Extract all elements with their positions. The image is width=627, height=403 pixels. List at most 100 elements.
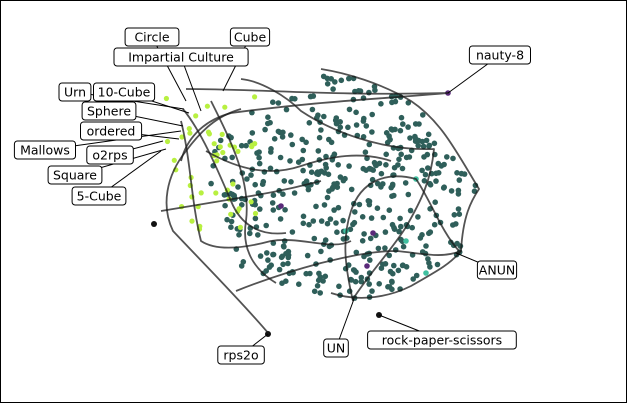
scatter-point-accent xyxy=(204,103,210,109)
scatter-point xyxy=(380,181,386,187)
scatter-point xyxy=(304,252,311,259)
scatter-point xyxy=(458,170,465,177)
scatter-point xyxy=(244,176,250,182)
scatter-point xyxy=(222,202,228,209)
scatter-point xyxy=(421,154,427,160)
scatter-point xyxy=(268,262,275,269)
scatter-point xyxy=(277,216,284,222)
scatter-point xyxy=(346,75,352,82)
label-text: rock-paper-scissors xyxy=(382,333,502,348)
trajectory-path xyxy=(160,180,322,212)
scatter-point xyxy=(310,93,317,99)
scatter-point-highlight xyxy=(423,270,429,276)
scatter-point xyxy=(353,109,359,116)
label-ordered: ordered xyxy=(80,121,143,141)
scatter-point xyxy=(397,127,404,134)
scatter-point xyxy=(324,194,331,201)
scatter-point xyxy=(391,164,398,171)
scatter-point xyxy=(396,228,402,235)
scatter-point xyxy=(317,290,324,296)
scatter-point xyxy=(325,171,332,178)
scatter-point xyxy=(422,171,429,178)
scatter-point xyxy=(248,172,254,178)
scatter-point xyxy=(306,120,313,126)
scatter-point xyxy=(366,198,373,205)
scatter-point xyxy=(264,250,270,256)
scatter-point xyxy=(403,154,410,161)
scatter-point-accent xyxy=(164,138,171,145)
label-text: ANUN xyxy=(479,263,515,278)
scatter-point xyxy=(268,149,274,155)
scatter-point xyxy=(269,200,276,206)
scatter-point xyxy=(321,113,327,120)
scatter-point xyxy=(337,124,344,131)
scatter-point xyxy=(403,264,410,270)
scatter-point xyxy=(300,213,307,220)
trajectory-path xyxy=(205,150,392,172)
scatter-point xyxy=(267,165,274,172)
scatter-point xyxy=(280,191,286,197)
scatter-point xyxy=(386,284,393,290)
scatter-point xyxy=(433,178,439,184)
scatter-point xyxy=(342,175,348,182)
scatter-point xyxy=(399,165,406,172)
scatter-point xyxy=(369,288,375,294)
scatter-point-accent xyxy=(163,95,169,102)
scatter-point xyxy=(376,281,383,287)
scatter-point-accent xyxy=(205,129,212,135)
scatter-point xyxy=(313,203,319,210)
scatter-point xyxy=(420,143,427,150)
scatter-point-accent xyxy=(252,210,259,217)
scatter-point xyxy=(303,270,310,277)
scatter-point xyxy=(263,268,270,274)
scatter-point xyxy=(336,283,342,290)
scatter-point xyxy=(283,278,289,285)
scatter-point-accent xyxy=(219,131,225,137)
scatter-point xyxy=(395,267,402,274)
scatter-point xyxy=(374,205,381,211)
scatter-point xyxy=(419,167,425,174)
scatter-point xyxy=(257,206,263,212)
label-rps2o: rps2o xyxy=(217,345,265,365)
scatter-point xyxy=(420,112,426,118)
label-text: Circle xyxy=(134,30,169,45)
scatter-point xyxy=(346,106,353,113)
scatter-point xyxy=(456,211,463,217)
scatter-point xyxy=(361,231,367,237)
label-mallows: Mallows xyxy=(13,140,76,160)
scatter-point xyxy=(240,259,247,265)
scatter-point xyxy=(374,180,381,187)
scatter-point xyxy=(270,251,277,258)
scatter-point xyxy=(217,137,224,144)
scatter-point-accent xyxy=(187,130,193,136)
scatter-point xyxy=(262,126,268,133)
label-text: UN xyxy=(327,341,346,356)
label-nauty-8: nauty-8 xyxy=(468,45,531,65)
scatter-point xyxy=(361,115,367,122)
scatter-point xyxy=(322,237,329,243)
scatter-point xyxy=(387,268,394,275)
scatter-point-accent xyxy=(198,190,204,196)
scatter-point xyxy=(425,165,431,171)
scatter-point xyxy=(367,257,373,263)
scatter-point xyxy=(324,81,331,87)
scatter-point xyxy=(315,148,322,154)
scatter-point xyxy=(249,130,256,136)
scatter-point-accent xyxy=(217,144,223,150)
scatter-point xyxy=(348,186,355,193)
scatter-point xyxy=(208,180,214,187)
scatter-point xyxy=(386,133,392,139)
scatter-point xyxy=(435,160,442,167)
scatter-point xyxy=(410,276,417,282)
scatter-point xyxy=(440,185,447,191)
scatter-point xyxy=(318,127,324,133)
scatter-point xyxy=(256,154,262,161)
scatter-point xyxy=(434,261,441,268)
scatter-point-accent xyxy=(228,211,234,217)
scatter-point xyxy=(371,83,378,90)
scatter-point xyxy=(333,115,340,121)
scatter-point xyxy=(432,199,439,205)
scatter-point xyxy=(400,121,406,127)
scatter-point xyxy=(389,279,395,285)
scatter-point xyxy=(235,184,241,190)
